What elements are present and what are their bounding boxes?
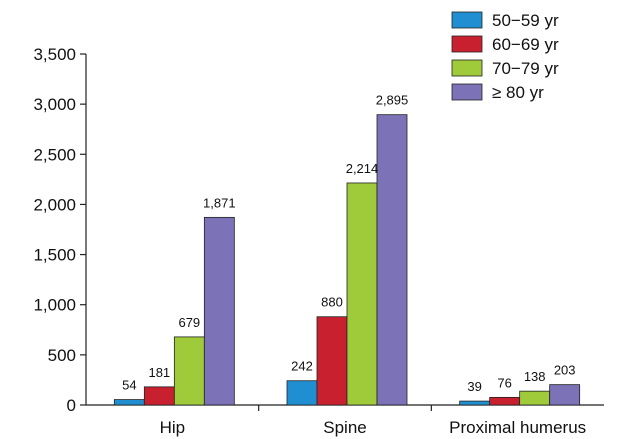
category-label: Spine	[323, 418, 366, 437]
legend-label: ≥ 80 yr	[492, 83, 544, 102]
bar	[286, 380, 318, 406]
legend-swatch	[451, 83, 483, 101]
data-label: 242	[291, 359, 313, 374]
bar	[203, 216, 235, 406]
y-tick-label: 0	[67, 396, 76, 415]
x-axis: Hip Spine Proximal humerus	[86, 404, 604, 437]
data-label: 1,871	[203, 195, 236, 210]
bar	[316, 316, 348, 406]
data-label: 39	[467, 379, 481, 394]
y-tick-label: 1,500	[33, 246, 76, 265]
data-label: 2,895	[376, 93, 409, 108]
category-label: Hip	[160, 418, 186, 437]
legend-swatch	[451, 11, 483, 29]
data-label: 2,214	[346, 161, 379, 176]
y-tick-label: 2,500	[33, 145, 76, 164]
data-label: 203	[554, 363, 576, 378]
bar	[113, 399, 145, 406]
bars	[113, 114, 581, 406]
data-label: 54	[122, 378, 136, 393]
bar	[346, 182, 378, 406]
data-labels: 54 181 679 1,871 242 880 2,214 2,895 39 76 138 203	[122, 93, 575, 394]
bar	[489, 396, 521, 406]
y-tick-label: 1,000	[33, 296, 76, 315]
data-label: 880	[321, 295, 343, 310]
data-label: 679	[178, 315, 200, 330]
bar	[173, 336, 205, 406]
legend-swatch	[451, 59, 483, 77]
y-tick-label: 3,500	[33, 45, 76, 64]
y-tick-label: 2,000	[33, 195, 76, 214]
data-label: 76	[497, 375, 511, 390]
bar	[519, 390, 551, 406]
legend: 50−59 yr 60−69 yr 70−79 yr ≥ 80 yr	[451, 11, 559, 102]
y-axis: 0 500 1,000 1,500 2,000 2,500 3,000 3,500	[33, 45, 87, 415]
y-tick-label: 3,000	[33, 95, 76, 114]
y-tick-label: 500	[48, 346, 76, 365]
bar	[459, 400, 491, 406]
legend-label: 70−79 yr	[492, 59, 559, 78]
legend-label: 60−69 yr	[492, 35, 559, 54]
bar	[376, 114, 408, 406]
data-label: 181	[148, 365, 170, 380]
legend-label: 50−59 yr	[492, 11, 559, 30]
category-label: Proximal humerus	[449, 418, 586, 437]
legend-swatch	[451, 35, 483, 53]
bar	[143, 386, 175, 406]
data-label: 138	[524, 369, 546, 384]
bar	[549, 384, 581, 406]
